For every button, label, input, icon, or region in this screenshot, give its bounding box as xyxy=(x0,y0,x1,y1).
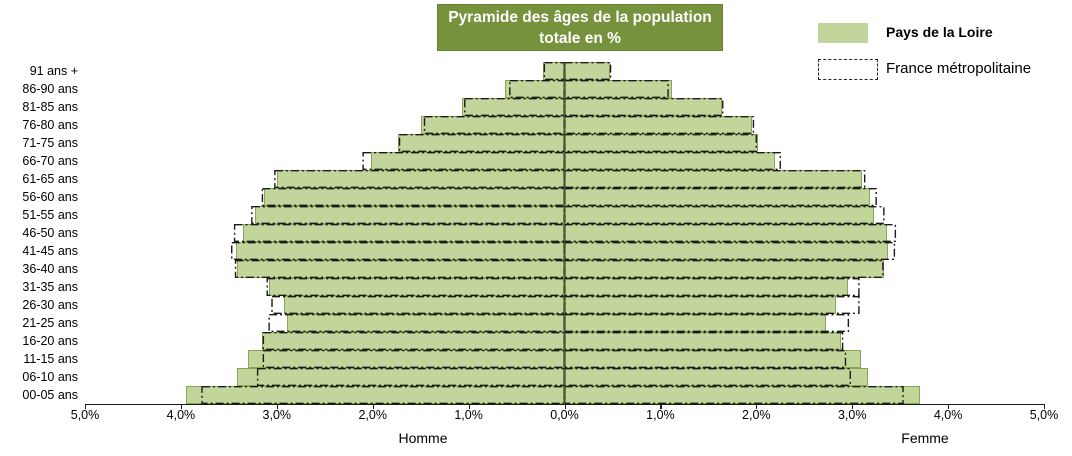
bar-pays-de-la-loire-homme xyxy=(397,134,565,152)
bar-pays-de-la-loire-femme xyxy=(564,80,672,98)
bar-pays-de-la-loire-homme xyxy=(287,314,565,332)
bar-pays-de-la-loire-femme xyxy=(564,278,849,296)
y-axis-label: 00-05 ans xyxy=(22,388,78,402)
bar-pays-de-la-loire-homme xyxy=(505,80,565,98)
y-axis-label: 06-10 ans xyxy=(22,370,78,384)
bar-pays-de-la-loire-homme xyxy=(420,116,565,134)
x-axis-tick xyxy=(756,405,758,409)
x-axis-label-homme: Homme xyxy=(398,430,448,446)
x-axis-tick xyxy=(1044,405,1046,409)
bar-pays-de-la-loire-homme xyxy=(248,350,565,368)
x-axis-tick xyxy=(180,405,183,409)
y-axis-label: 76-80 ans xyxy=(22,118,78,132)
bar-pays-de-la-loire-homme xyxy=(264,188,565,206)
y-axis-label: 16-20 ans xyxy=(22,334,78,348)
x-axis-tick xyxy=(276,405,278,409)
x-axis-tick-label: 5,0% xyxy=(70,408,100,422)
x-axis-tick-label: 4,0% xyxy=(166,408,196,422)
bar-pays-de-la-loire-homme xyxy=(269,278,565,296)
bar-pays-de-la-loire-homme xyxy=(236,368,565,386)
legend-swatch-france-metropolitaine xyxy=(818,59,878,80)
x-axis-tick-label: 1,0% xyxy=(454,408,483,422)
y-axis-label: 56-60 ans xyxy=(22,190,78,204)
y-axis-label: 86-90 ans xyxy=(22,82,78,96)
y-axis-label: 46-50 ans xyxy=(22,226,78,240)
bar-pays-de-la-loire-homme xyxy=(276,170,565,188)
x-axis-tick xyxy=(852,405,854,409)
bar-pays-de-la-loire-femme xyxy=(564,386,921,404)
bar-pays-de-la-loire-homme xyxy=(461,98,565,116)
y-axis-label: 21-25 ans xyxy=(22,316,78,330)
plot-area xyxy=(85,62,1044,404)
y-axis-label: 91 ans + xyxy=(29,64,78,78)
x-axis-tick xyxy=(85,405,87,409)
x-axis-label-femme: Femme xyxy=(901,430,949,446)
legend-swatch-pays-de-la-loire xyxy=(818,23,868,43)
y-axis-label: 61-65 ans xyxy=(22,172,78,186)
bar-pays-de-la-loire-homme xyxy=(235,242,565,260)
y-axis-label: 31-35 ans xyxy=(22,280,78,294)
y-axis-label: 81-85 ans xyxy=(22,100,78,114)
x-axis-tick xyxy=(468,405,470,409)
bar-pays-de-la-loire-femme xyxy=(564,314,827,332)
bar-pays-de-la-loire-femme xyxy=(564,98,722,116)
y-axis-labels: 91 ans + 86-90 ans 81-85 ans 76-80 ans 71-75… xyxy=(0,62,80,404)
bar-pays-de-la-loire-femme xyxy=(564,242,888,260)
legend-label-france-metropolitaine: France métropolitaine xyxy=(886,60,1032,77)
y-axis-label: 26-30 ans xyxy=(22,298,78,312)
bar-pays-de-la-loire-homme xyxy=(237,260,565,278)
bar-pays-de-la-loire-homme xyxy=(185,386,565,404)
x-axis-tick-label: 4,0% xyxy=(933,408,963,422)
bar-pays-de-la-loire-femme xyxy=(564,170,862,188)
x-axis-tick-label: 2,0% xyxy=(742,408,771,422)
bar-pays-de-la-loire-homme xyxy=(543,62,565,80)
bar-pays-de-la-loire-femme xyxy=(564,206,875,224)
bar-pays-de-la-loire-femme xyxy=(564,152,775,170)
y-axis-label: 41-45 ans xyxy=(22,244,78,258)
bar-pays-de-la-loire-femme xyxy=(564,260,884,278)
x-axis-line xyxy=(85,404,1046,411)
x-axis-tick-label: 1,0% xyxy=(646,408,675,422)
bar-pays-de-la-loire-femme xyxy=(564,188,871,206)
x-axis-tick-label: 5,0% xyxy=(1029,408,1059,422)
bar-pays-de-la-loire-femme xyxy=(564,296,836,314)
x-axis-tick xyxy=(372,405,374,409)
bar-pays-de-la-loire-homme xyxy=(283,296,565,314)
y-axis-label: 71-75 ans xyxy=(22,136,78,150)
bar-pays-de-la-loire-femme xyxy=(564,134,759,152)
bar-pays-de-la-loire-homme xyxy=(254,206,565,224)
bar-pays-de-la-loire-homme xyxy=(243,224,565,242)
bar-pays-de-la-loire-femme xyxy=(564,350,861,368)
x-axis-tick xyxy=(948,405,950,409)
x-axis-tick-label: 3,0% xyxy=(837,408,867,422)
bar-pays-de-la-loire-femme xyxy=(564,368,868,386)
bar-pays-de-la-loire-femme xyxy=(564,332,841,350)
bar-pays-de-la-loire-femme xyxy=(564,224,887,242)
legend-label-pays-de-la-loire: Pays de la Loire xyxy=(886,24,993,40)
y-axis-label: 51-55 ans xyxy=(22,208,78,222)
x-axis-tick-label: 2,0% xyxy=(358,408,387,422)
chart-title: Pyramide des âges de la population total… xyxy=(437,4,723,51)
bar-pays-de-la-loire-femme xyxy=(564,116,752,134)
x-axis-tick-label: 3,0% xyxy=(262,408,292,422)
x-axis-tick xyxy=(660,405,662,409)
y-axis-label: 66-70 ans xyxy=(22,154,78,168)
y-axis-label: 11-15 ans xyxy=(23,352,78,366)
bar-pays-de-la-loire-homme xyxy=(262,332,565,350)
x-axis-tick-label: 0,0% xyxy=(550,408,579,422)
x-axis-tick xyxy=(564,405,566,409)
bar-pays-de-la-loire-femme xyxy=(564,62,610,80)
bar-pays-de-la-loire-homme xyxy=(370,152,565,170)
chart-title-text: Pyramide des âges de la population total… xyxy=(448,8,712,47)
y-axis-label: 36-40 ans xyxy=(22,262,78,276)
